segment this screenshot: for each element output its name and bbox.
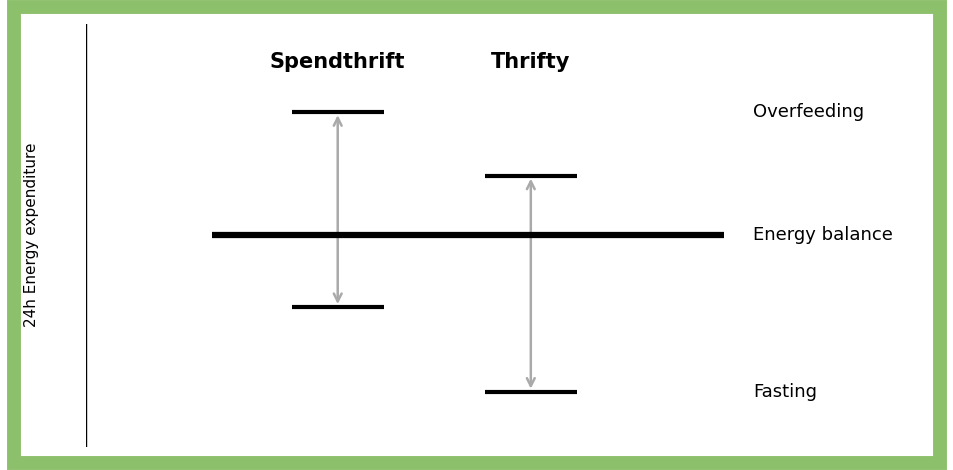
- Text: Thrifty: Thrifty: [491, 52, 570, 71]
- Text: Fasting: Fasting: [753, 383, 817, 400]
- Text: 24h Energy expenditure: 24h Energy expenditure: [24, 143, 39, 327]
- Text: Spendthrift: Spendthrift: [270, 52, 405, 71]
- Text: Energy balance: Energy balance: [753, 226, 892, 244]
- Text: Overfeeding: Overfeeding: [753, 103, 863, 121]
